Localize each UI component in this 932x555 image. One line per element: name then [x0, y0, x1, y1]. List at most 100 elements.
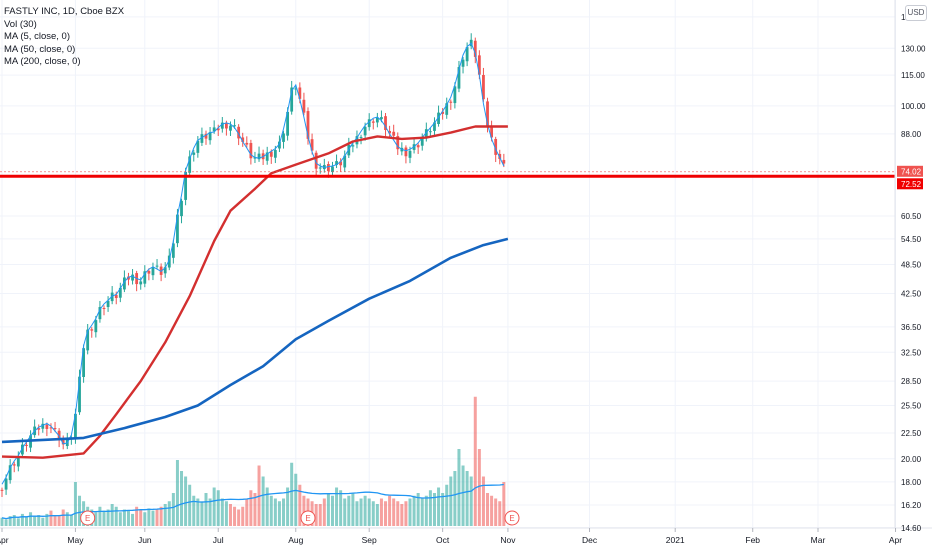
volume-bar	[314, 504, 318, 526]
price-axis: 150.00130.00115.00100.0088.0074.0272.526…	[897, 13, 926, 533]
candle-body	[249, 142, 253, 159]
volume-bar	[481, 476, 485, 526]
volume-bar	[12, 515, 16, 526]
time-tick-label: Apr	[0, 535, 9, 545]
volume-bar	[277, 501, 281, 526]
price-tick-label: 88.00	[901, 130, 922, 139]
earnings-marker[interactable]	[300, 510, 316, 526]
volume-bar	[33, 516, 37, 526]
candle-body	[123, 277, 126, 290]
candle-body	[147, 270, 151, 274]
candle-body	[176, 214, 179, 244]
price-badge-label: 74.02	[901, 167, 922, 176]
candle-body	[388, 130, 391, 134]
volume-bar	[396, 501, 400, 526]
ma50-line	[1, 125, 508, 459]
candle-body	[359, 136, 363, 138]
volume-bar	[20, 513, 24, 526]
volume-bar	[420, 498, 424, 526]
candle-body	[482, 74, 485, 100]
currency-button[interactable]: USD	[905, 5, 927, 21]
volume-bar	[24, 517, 28, 526]
volume-bar	[233, 506, 237, 526]
candle-body	[151, 267, 155, 276]
candle-body	[21, 444, 24, 455]
candle-body	[290, 87, 294, 112]
volume-bar	[261, 476, 265, 526]
symbol-title[interactable]: FASTLY INC, 1D, Cboe BZX	[4, 6, 125, 17]
candle-body	[343, 155, 347, 168]
volume-bar	[204, 493, 208, 526]
candle-body	[118, 287, 122, 298]
volume-bar	[428, 490, 432, 526]
price-tick-label: 60.50	[901, 212, 922, 221]
candlesticks	[0, 33, 506, 498]
price-tick-label: 115.00	[901, 71, 925, 80]
price-tick-label: 14.60	[901, 524, 922, 533]
volume-bar	[188, 484, 192, 526]
volume-bar	[359, 498, 363, 526]
earnings-marker-label: E	[85, 514, 90, 523]
volume-bar	[424, 495, 428, 526]
volume-bar	[412, 495, 416, 526]
candle-body	[380, 117, 383, 120]
candle-body	[8, 465, 12, 481]
time-tick-label: May	[67, 535, 84, 545]
candle-body	[375, 117, 379, 123]
volume-bar	[41, 517, 45, 526]
candle-body	[477, 55, 481, 75]
candle-body	[225, 122, 228, 129]
candle-body	[502, 159, 506, 164]
volume-bar	[302, 495, 306, 526]
volume-bar	[220, 498, 224, 526]
candle-body	[404, 147, 408, 157]
volume-bar	[457, 449, 461, 526]
volume-bar	[57, 515, 61, 526]
volume-bar	[228, 504, 232, 526]
legend-ma50[interactable]: MA (50, close, 0)	[4, 43, 76, 55]
candle-body	[298, 87, 302, 99]
volume-bar	[465, 471, 469, 526]
earnings-marker[interactable]	[504, 510, 520, 526]
volume-bar	[122, 509, 126, 526]
candle-body	[445, 103, 449, 115]
volume-bar	[379, 498, 383, 526]
price-tick-label: 54.50	[901, 235, 922, 244]
price-tick-label: 130.00	[901, 44, 926, 53]
legend-ma200[interactable]: MA (200, close, 0)	[4, 56, 81, 67]
time-tick-label: Feb	[745, 535, 760, 545]
candle-body	[282, 133, 285, 142]
candle-body	[167, 255, 171, 268]
volume-bar	[192, 495, 196, 526]
price-tick-label: 22.50	[901, 429, 922, 438]
candle-body	[216, 128, 220, 131]
volume-bar	[167, 501, 171, 526]
candle-body	[143, 271, 147, 284]
candle-body	[37, 428, 41, 430]
volume-bar	[363, 495, 367, 526]
candle-body	[351, 145, 355, 147]
legend-volume[interactable]: Vol (30)	[4, 18, 37, 30]
volume-bar	[212, 487, 216, 526]
earnings-marker[interactable]	[80, 510, 96, 526]
volume-bar	[347, 495, 351, 526]
legend-ma5[interactable]: MA (5, close, 0)	[4, 31, 70, 42]
candle-body	[200, 134, 204, 143]
time-tick-label: Mar	[811, 535, 826, 545]
volume-bar	[8, 516, 12, 526]
volume-bar	[114, 506, 118, 526]
volume-bar	[118, 512, 122, 526]
volume-bar	[49, 510, 53, 526]
volume-bar	[461, 465, 465, 526]
candle-body	[163, 267, 167, 274]
volume-bar	[106, 509, 110, 526]
volume-bar	[69, 515, 73, 526]
candle-body	[127, 276, 130, 280]
price-badge-label: 72.52	[901, 180, 922, 189]
volume-bar	[180, 471, 184, 526]
volume-bar	[73, 482, 77, 526]
candle-body	[0, 489, 4, 491]
volume-bar	[135, 506, 139, 526]
volume-bar	[494, 498, 498, 526]
